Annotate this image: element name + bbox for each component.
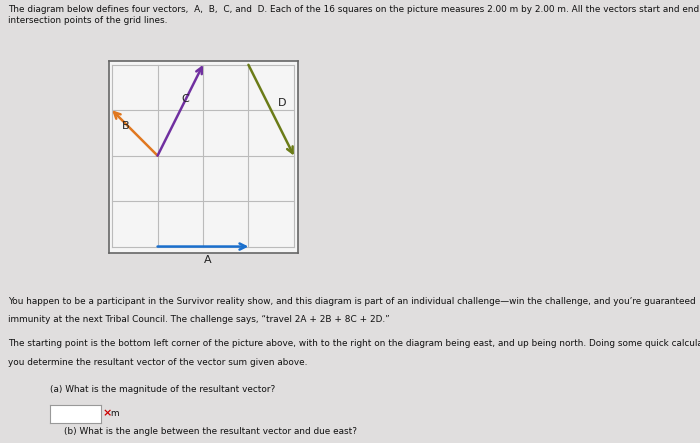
Text: The starting point is the bottom left corner of the picture above, with to the r: The starting point is the bottom left co… (8, 339, 700, 348)
Text: A: A (204, 255, 211, 265)
Text: (a) What is the magnitude of the resultant vector?: (a) What is the magnitude of the resulta… (50, 385, 276, 394)
Text: intersection points of the grid lines.: intersection points of the grid lines. (8, 16, 168, 24)
Text: ×: × (103, 408, 112, 418)
Text: B: B (122, 121, 130, 131)
Text: m: m (111, 409, 119, 418)
Text: The diagram below defines four vectors,  A,  B,  C, and  D. Each of the 16 squar: The diagram below defines four vectors, … (8, 5, 700, 14)
Text: immunity at the next Tribal Council. The challenge says, “travel 2A + 2B + 8C + : immunity at the next Tribal Council. The… (8, 315, 390, 324)
Text: You happen to be a participant in the Survivor reality show, and this diagram is: You happen to be a participant in the Su… (8, 297, 696, 306)
Text: C: C (181, 94, 189, 104)
Text: (b) What is the angle between the resultant vector and due east?: (b) What is the angle between the result… (64, 427, 358, 436)
Text: you determine the resultant vector of the vector sum given above.: you determine the resultant vector of th… (8, 358, 308, 366)
Text: D: D (279, 98, 287, 109)
